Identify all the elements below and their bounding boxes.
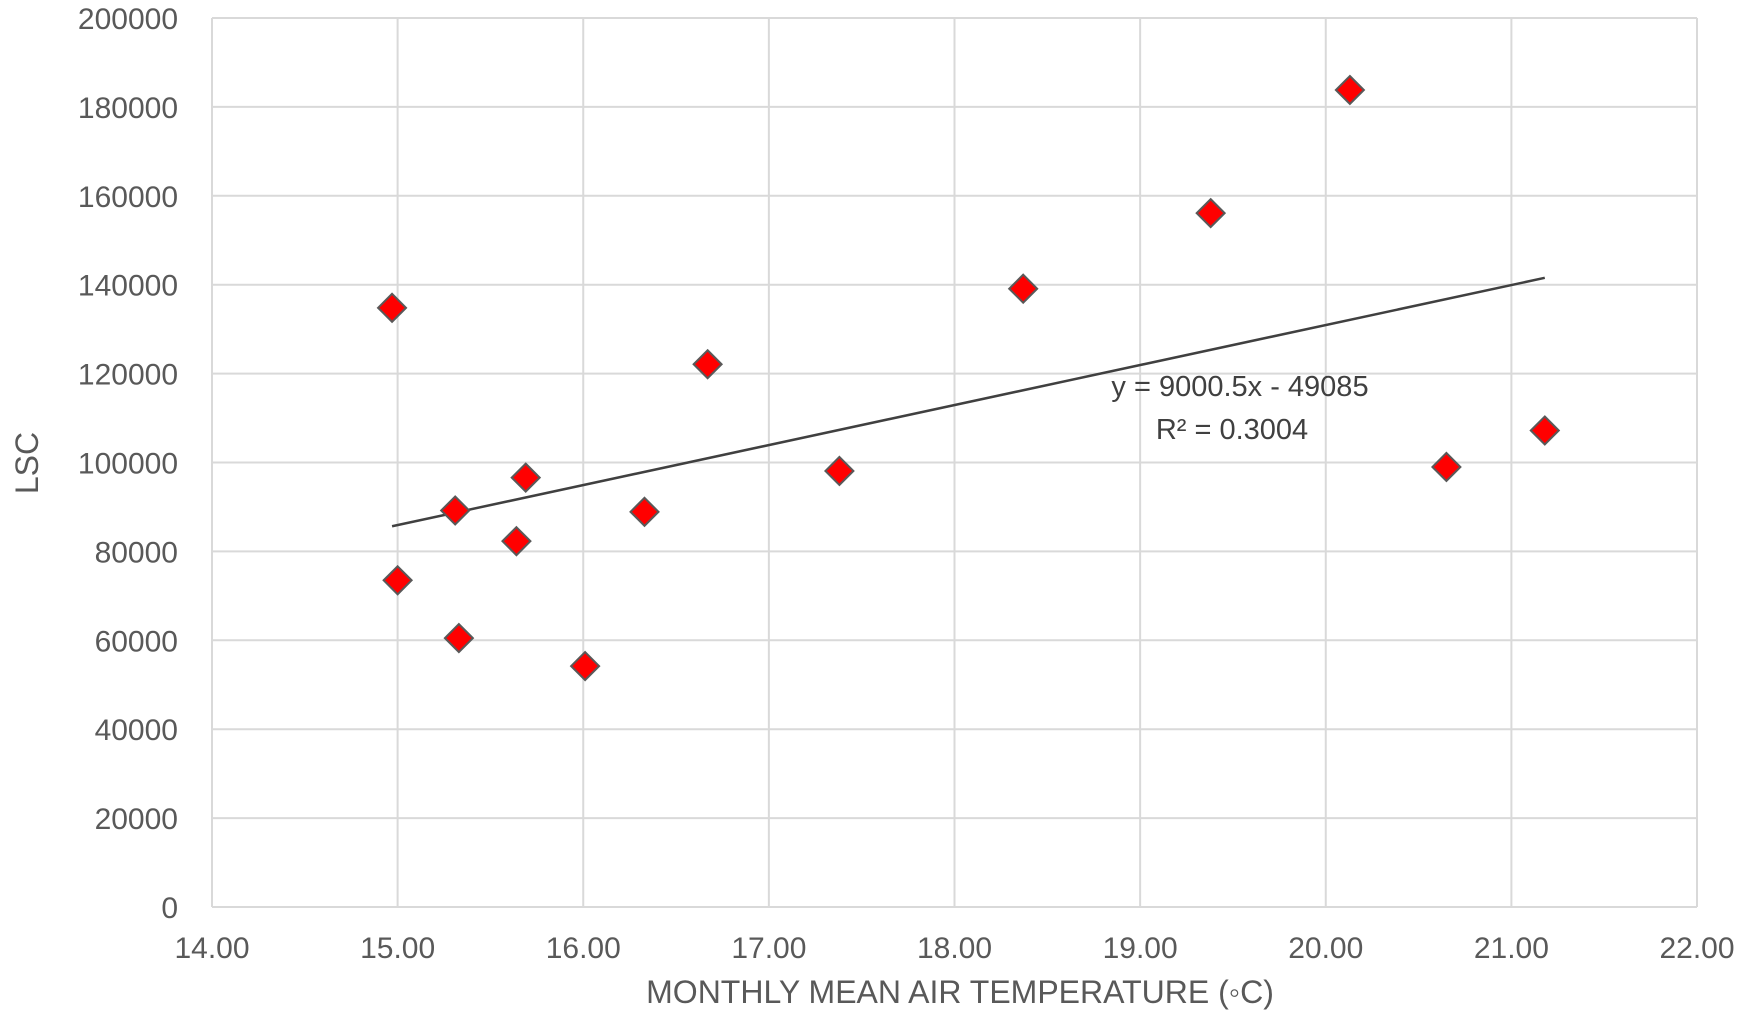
data-point	[510, 462, 542, 494]
trendline	[391, 276, 1546, 528]
y-tick-label: 40000	[95, 714, 178, 747]
y-tick-label: 140000	[78, 270, 178, 303]
y-tick-label: 0	[161, 892, 178, 925]
x-tick-label: 19.00	[1103, 932, 1178, 965]
data-point	[1007, 273, 1039, 305]
y-tick-label: 180000	[78, 92, 178, 125]
data-point	[443, 622, 475, 654]
y-tick-label: 100000	[78, 448, 178, 481]
x-tick-labels: 14.00 15.00 16.00 17.00 18.00 19.00 20.00 21.00…	[174, 932, 1734, 965]
data-point	[692, 348, 724, 380]
data-point	[569, 650, 601, 682]
y-tick-label: 80000	[95, 536, 178, 569]
x-tick-label: 20.00	[1288, 932, 1363, 965]
data-point	[501, 525, 532, 557]
data-point	[823, 455, 855, 487]
data-point	[382, 564, 414, 596]
x-tick-label: 17.00	[731, 932, 806, 965]
x-tick-label: 15.00	[360, 932, 435, 965]
data-point	[1195, 197, 1227, 229]
x-tick-label: 18.00	[917, 932, 992, 965]
y-tick-labels: 0 20000 40000 60000 80000 100000 120000 140000 1…	[78, 3, 178, 925]
data-point	[1430, 451, 1462, 483]
data-point	[1529, 415, 1561, 446]
y-tick-label: 160000	[78, 181, 178, 214]
data-point	[629, 496, 660, 528]
data-point	[376, 292, 408, 324]
y-tick-label: 200000	[78, 3, 178, 36]
gridlines	[211, 17, 1698, 907]
x-tick-label: 21.00	[1474, 932, 1549, 965]
data-point	[1334, 74, 1366, 106]
data-point	[439, 495, 471, 526]
x-tick-label: 16.00	[546, 932, 621, 965]
trendline-equation: y = 9000.5x - 49085	[1111, 371, 1368, 403]
trendline-r-squared: R² = 0.3004	[1156, 414, 1308, 446]
y-tick-label: 20000	[95, 803, 178, 836]
y-tick-label: 60000	[95, 625, 178, 658]
y-axis-title: LSC	[9, 432, 45, 494]
y-tick-label: 120000	[78, 359, 178, 392]
x-tick-label: 22.00	[1659, 932, 1734, 965]
x-axis-title: MONTHLY MEAN AIR TEMPERATURE (◦C)	[646, 974, 1274, 1010]
trendline-group	[391, 276, 1546, 528]
x-tick-label: 14.00	[174, 932, 249, 965]
data-points	[376, 74, 1561, 682]
